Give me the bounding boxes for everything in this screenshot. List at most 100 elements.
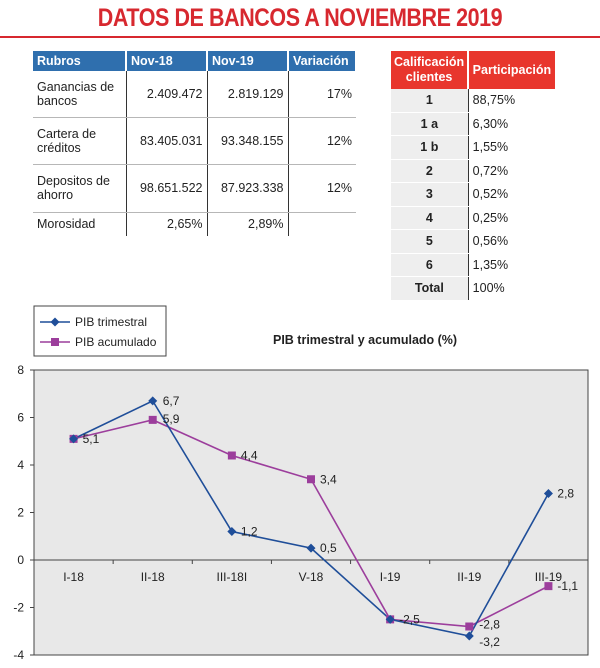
data-label: 4,4	[241, 449, 258, 463]
data-point-pib-trimestral	[464, 631, 474, 641]
data-point-pib-trimestral	[148, 396, 158, 406]
rating-header-participacion: Participación	[468, 51, 555, 89]
rating-share: 0,72%	[468, 159, 555, 183]
table-row: 1 88,75%	[391, 89, 555, 113]
bank-header-nov18: Nov-18	[126, 51, 208, 71]
y-tick-label: 6	[17, 411, 24, 425]
bank-row-nov18: 2.409.472	[126, 71, 208, 118]
rating-label: 1	[391, 89, 469, 113]
rating-share: 88,75%	[468, 89, 555, 113]
pib-chart: -4 -2 0 2 4 6 8 I-18 II-18 III-18I V-18 I-19 II-19 I…	[0, 300, 600, 668]
x-tick-label: II-19	[457, 570, 481, 584]
table-row: 6 1,35%	[391, 253, 555, 277]
bank-data-table: Rubros Nov-18 Nov-19 Variación Ganancias…	[33, 51, 357, 236]
x-tick-label: I-19	[380, 570, 401, 584]
data-point-pib-trimestral	[543, 489, 553, 498]
rating-label: 4	[391, 206, 469, 230]
x-axis: I-18 II-18 III-18I V-18 I-19 II-19 III-19	[33, 560, 589, 584]
table-row: 5 0,56%	[391, 229, 555, 254]
data-label: 3,4	[320, 472, 337, 486]
table-row: Morosidad 2,65% 2,89%	[33, 212, 356, 236]
table-row: Cartera de créditos 83.405.031 93.348.15…	[33, 117, 356, 165]
data-label: 0,5	[320, 541, 337, 555]
bank-row-nov18: 83.405.031	[126, 117, 208, 165]
rating-label: 1 a	[391, 112, 469, 136]
rating-share: 100%	[468, 276, 555, 301]
table-row: 4 0,25%	[391, 206, 555, 230]
legend-marker-pib-acumulado	[51, 338, 59, 346]
x-tick-label: III-18I	[217, 570, 248, 584]
data-point-pib-trimestral	[385, 614, 395, 624]
data-point-pib-acumulado	[227, 451, 236, 460]
rating-label: 3	[391, 182, 469, 207]
x-tick-label: V-18	[299, 570, 324, 584]
bank-row-label: Depositos de ahorro	[33, 164, 127, 213]
data-point-pib-acumulado	[544, 582, 553, 591]
data-point-pib-trimestral	[69, 434, 79, 444]
y-tick-label: -2	[13, 601, 24, 615]
bank-row-label: Morosidad	[33, 212, 127, 236]
bank-row-nov19: 2,89%	[207, 212, 289, 236]
bank-row-label: Ganancias de bancos	[33, 71, 127, 118]
bank-row-variation: 12%	[288, 117, 356, 165]
title-divider	[0, 36, 600, 38]
x-tick-label: III-19	[535, 570, 563, 584]
bank-row-variation: 17%	[288, 71, 356, 118]
rating-share: 1,55%	[468, 135, 555, 160]
data-label: -2,5	[399, 612, 420, 626]
bank-row-nov18: 98.651.522	[126, 164, 208, 213]
data-label: 6,7	[163, 394, 180, 408]
y-tick-label: -4	[13, 648, 24, 662]
rating-table: Calificación clientes Participación 1 88,…	[391, 51, 555, 301]
data-point-pib-trimestral	[306, 543, 316, 553]
y-tick-label: 8	[17, 363, 24, 377]
bank-header-rubros: Rubros	[33, 51, 127, 71]
x-tick-label: II-18	[141, 570, 165, 584]
bank-row-nov18: 2,65%	[126, 212, 208, 236]
rating-label: 5	[391, 229, 469, 254]
rating-header-calificacion: Calificación clientes	[391, 51, 470, 89]
data-point-pib-acumulado	[465, 622, 474, 631]
rating-share: 1,35%	[468, 253, 555, 277]
y-tick-label: 0	[17, 553, 24, 567]
table-row: 1 b 1,55%	[391, 135, 555, 160]
table-row: Total 100%	[391, 276, 555, 301]
table-row: Ganancias de bancos 2.409.472 2.819.129 …	[33, 71, 356, 118]
bank-row-variation: 12%	[288, 164, 356, 213]
data-label: -1,1	[557, 579, 578, 593]
rating-table-header-row: Calificación clientes Participación	[391, 51, 555, 89]
table-row: 3 0,52%	[391, 182, 555, 207]
bank-row-nov19: 87.923.338	[207, 164, 289, 213]
page-title: DATOS DE BANCOS A NOVIEMBRE 2019	[97, 4, 503, 32]
chart-legend: PIB trimestral PIB acumulado	[33, 305, 167, 357]
legend-label-pib-acumulado: PIB acumulado	[75, 335, 157, 349]
bank-table-header-row: Rubros Nov-18 Nov-19 Variación	[33, 51, 357, 71]
series-layer: 5,1 6,7 1,2 0,5 -3,2 2,8 5,9 4,4 3,4 -2,5 -2,8 -1,1	[69, 394, 578, 649]
y-tick-label: 4	[17, 458, 24, 472]
data-point-pib-acumulado	[148, 415, 157, 424]
data-label: 2,8	[557, 487, 574, 501]
x-tick-label: I-18	[63, 570, 84, 584]
data-label: 5,1	[83, 432, 100, 446]
rating-label: 1 b	[391, 135, 469, 160]
data-point-pib-trimestral	[227, 527, 237, 536]
bank-row-variation	[288, 212, 356, 236]
legend-box	[33, 305, 167, 357]
bank-header-nov19: Nov-19	[207, 51, 289, 71]
rating-label: Total	[391, 276, 469, 301]
legend-marker-pib-trimestral	[50, 317, 60, 327]
data-label: 1,2	[241, 525, 258, 539]
rating-share: 0,56%	[468, 229, 555, 254]
table-row: Depositos de ahorro 98.651.522 87.923.33…	[33, 164, 356, 213]
plot-area	[33, 369, 589, 656]
y-axis: -4 -2 0 2 4 6 8	[13, 363, 34, 662]
chart-title: PIB trimestral y acumulado (%)	[273, 333, 457, 347]
legend-label-pib-trimestral: PIB trimestral	[75, 315, 147, 329]
rating-share: 0,25%	[468, 206, 555, 230]
rating-label: 2	[391, 159, 469, 183]
data-label: -2,8	[479, 618, 500, 632]
bank-row-nov19: 93.348.155	[207, 117, 289, 165]
rating-share: 0,52%	[468, 182, 555, 207]
bank-row-nov19: 2.819.129	[207, 71, 289, 118]
